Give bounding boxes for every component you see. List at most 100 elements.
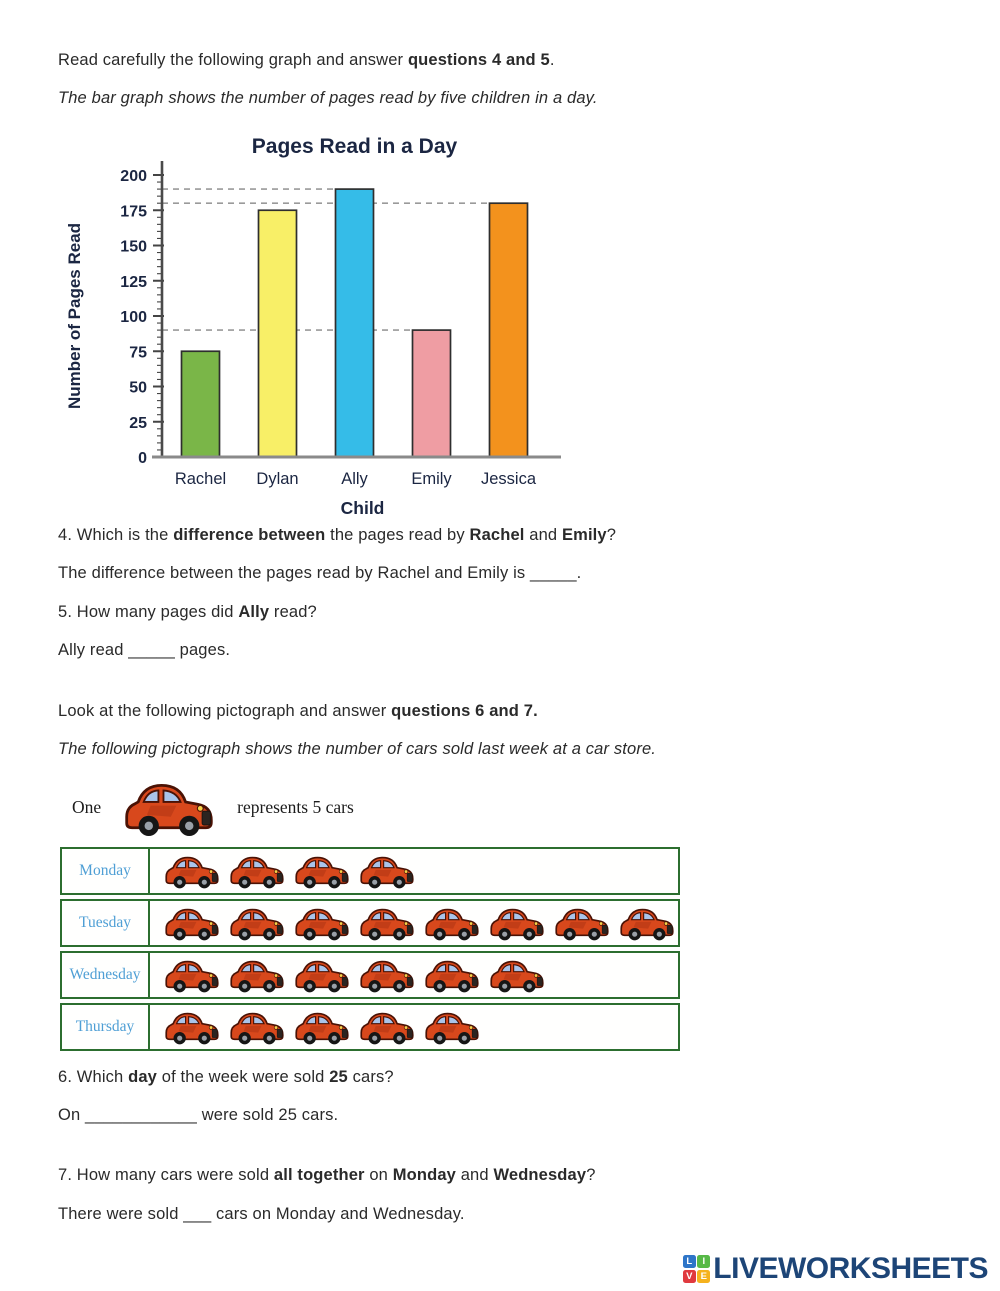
car-icon <box>425 908 479 941</box>
car-icon <box>230 1012 284 1045</box>
text-segment: cars? <box>347 1067 394 1086</box>
pictograph-caption: The following pictograph shows the numbe… <box>58 739 942 760</box>
logo-square-e: E <box>697 1269 711 1283</box>
text-segment: 5. How many pages did <box>58 602 239 621</box>
bar-rachel <box>180 350 221 458</box>
answer-7: There were sold ___ cars on Monday and W… <box>58 1204 942 1225</box>
car-icon <box>360 1012 414 1045</box>
day-label: Thursday <box>62 1004 150 1049</box>
logo-text: LIVEWORKSHEETS <box>713 1252 988 1285</box>
car-icon <box>165 1012 219 1045</box>
question-4: 4. Which is the difference between the p… <box>58 525 942 546</box>
text-segment: 6. Which <box>58 1067 129 1086</box>
car-icons-cell <box>150 849 678 893</box>
car-icon <box>620 908 674 941</box>
car-icon <box>490 960 544 993</box>
pictograph-row-wednesday: Wednesday <box>60 950 680 999</box>
answer-4: The difference between the pages read by… <box>58 563 942 584</box>
y-tick-label: 0 <box>138 450 147 467</box>
text-segment: 25 <box>329 1067 348 1086</box>
pictograph-row-thursday: Thursday <box>60 1002 680 1051</box>
x-tick-label: Ally <box>341 470 368 488</box>
text-segment: the pages read by <box>325 525 470 544</box>
y-tick-label: 150 <box>120 238 147 255</box>
car-icons-cell <box>150 901 678 945</box>
text-segment: Ally <box>238 602 270 621</box>
text-segment: Emily <box>561 525 607 544</box>
answer-6: On ____________ were sold 25 cars. <box>58 1105 942 1126</box>
x-tick-label: Emily <box>411 470 452 488</box>
text-segment: on <box>364 1166 393 1185</box>
text-segment: 4. Which is the <box>58 525 174 544</box>
car-icon <box>295 856 349 889</box>
y-tick-label: 75 <box>129 344 147 361</box>
car-icon <box>295 908 349 941</box>
logo-square-i: I <box>697 1255 711 1269</box>
text-segment: . <box>549 51 555 69</box>
y-tick-label: 175 <box>120 203 147 220</box>
key-suffix-label: represents 5 cars <box>237 796 354 817</box>
text-segment: The following pictograph shows the numbe… <box>58 740 657 759</box>
text-segment: The difference between the pages read by… <box>58 564 582 583</box>
car-icons-cell <box>150 953 678 997</box>
bar-emily <box>411 329 452 458</box>
text-segment: Wednesday <box>493 1166 587 1185</box>
text-segment: 7. How many cars were sold <box>58 1166 274 1185</box>
text-segment: ? <box>586 1166 596 1185</box>
y-tick-label: 200 <box>120 168 147 185</box>
car-icon <box>295 960 349 993</box>
text-segment: questions 4 and 5 <box>407 51 550 69</box>
car-icon <box>165 960 219 993</box>
text-segment: all together <box>273 1166 365 1185</box>
bar-graph-instruction: Read carefully the following graph and a… <box>58 50 942 71</box>
bar-dylan <box>257 209 298 458</box>
y-tick-label: 50 <box>129 379 147 396</box>
question-7: 7. How many cars were sold all together … <box>58 1165 942 1186</box>
text-segment: ? <box>606 525 617 544</box>
question-5: 5. How many pages did Ally read? <box>58 602 942 623</box>
y-tick-label: 125 <box>120 274 147 291</box>
bar-graph-caption: The bar graph shows the number of pages … <box>58 88 942 109</box>
bar-ally <box>334 188 375 458</box>
car-icon <box>490 908 544 941</box>
pictograph-table: Monday Tuesday Wednesday Thursday <box>60 846 680 1051</box>
day-label: Wednesday <box>62 952 150 997</box>
text-segment: Ally read _____ pages. <box>58 641 231 660</box>
text-segment: Read carefully the following graph and a… <box>58 51 408 69</box>
chart-title: Pages Read in a Day <box>252 135 458 158</box>
car-icon <box>425 960 479 993</box>
text-segment: and <box>524 525 562 544</box>
text-segment: difference between <box>173 525 326 544</box>
day-label: Tuesday <box>62 900 150 945</box>
day-label: Monday <box>62 848 150 893</box>
pictograph-row-tuesday: Tuesday <box>60 898 680 947</box>
pictograph-instruction: Look at the following pictograph and ans… <box>58 701 942 722</box>
text-segment: On ____________ were sold 25 cars. <box>58 1105 339 1124</box>
car-icon <box>360 908 414 941</box>
text-segment: Rachel <box>469 525 525 544</box>
x-tick-label: Rachel <box>175 470 226 488</box>
x-axis-label: Child <box>341 498 385 518</box>
bar-jessica <box>488 202 529 458</box>
text-segment: There were sold ___ cars on Monday and W… <box>58 1204 465 1223</box>
bar-chart-svg: Pages Read in a Day 0 25 50 75 100 125 150 175 20… <box>65 135 561 518</box>
answer-5: Ally read _____ pages. <box>58 640 942 661</box>
logo-square-l: L <box>682 1255 696 1269</box>
car-icon <box>125 783 213 837</box>
text-segment: and <box>455 1166 494 1185</box>
text-segment: of the week were sold <box>157 1067 330 1086</box>
car-icon <box>425 1012 479 1045</box>
text-segment: questions 6 and 7. <box>391 701 538 720</box>
key-prefix-label: One <box>72 796 102 817</box>
y-tick-label: 25 <box>129 415 147 432</box>
text-segment: The bar graph shows the number of pages … <box>58 89 598 108</box>
question-6: 6. Which day of the week were sold 25 ca… <box>58 1067 942 1088</box>
car-icon <box>230 960 284 993</box>
pictograph-row-monday: Monday <box>60 846 680 895</box>
pictograph-key: One represents 5 cars <box>72 778 942 837</box>
text-segment: day <box>128 1067 158 1086</box>
car-icons-cell <box>150 1005 678 1049</box>
